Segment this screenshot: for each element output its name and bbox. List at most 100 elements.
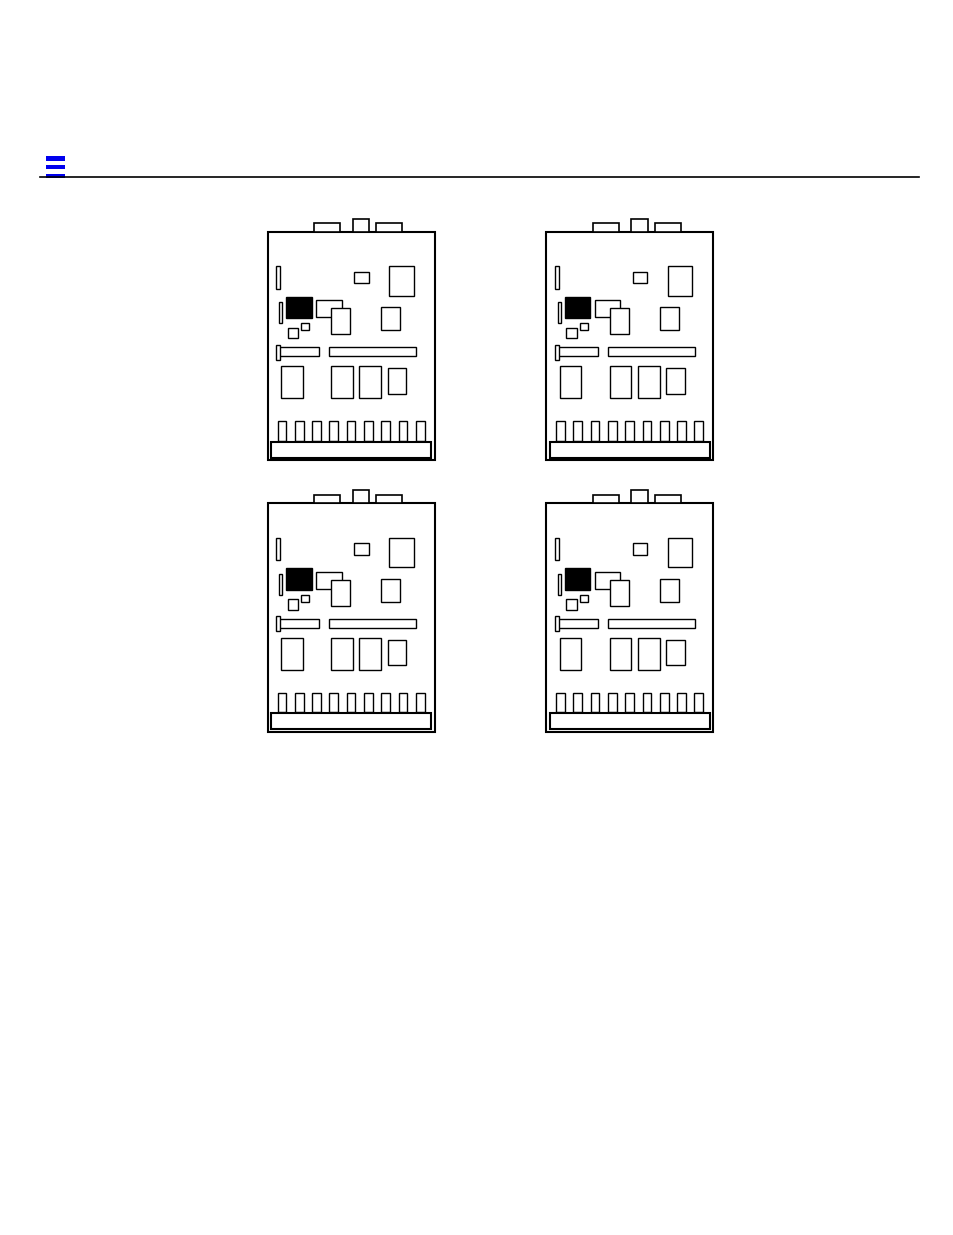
- Bar: [353, 219, 369, 232]
- Bar: [271, 442, 431, 458]
- Bar: [329, 619, 416, 627]
- Bar: [315, 572, 341, 589]
- Bar: [275, 266, 280, 289]
- Bar: [633, 272, 646, 283]
- Bar: [558, 574, 560, 595]
- Bar: [380, 579, 400, 601]
- Bar: [659, 579, 679, 601]
- Bar: [590, 421, 598, 441]
- Bar: [416, 693, 424, 713]
- Bar: [277, 693, 286, 713]
- Bar: [375, 222, 401, 232]
- Bar: [624, 421, 634, 441]
- Bar: [667, 537, 692, 567]
- Bar: [554, 345, 558, 359]
- Bar: [381, 421, 390, 441]
- Bar: [294, 421, 303, 441]
- Bar: [331, 367, 353, 399]
- Bar: [375, 494, 401, 504]
- Bar: [286, 296, 312, 319]
- Bar: [564, 568, 590, 590]
- Bar: [331, 579, 350, 606]
- Bar: [280, 367, 302, 399]
- Bar: [279, 303, 282, 324]
- Bar: [556, 693, 564, 713]
- Bar: [631, 490, 647, 504]
- Bar: [398, 421, 407, 441]
- Bar: [694, 693, 702, 713]
- Bar: [294, 693, 303, 713]
- Bar: [389, 266, 414, 295]
- Bar: [279, 574, 282, 595]
- Bar: [312, 421, 320, 441]
- Bar: [638, 638, 659, 671]
- Bar: [277, 421, 286, 441]
- Bar: [624, 693, 634, 713]
- Bar: [275, 616, 280, 631]
- Bar: [381, 693, 390, 713]
- Bar: [300, 595, 309, 601]
- Bar: [286, 568, 312, 590]
- Bar: [331, 308, 350, 335]
- Bar: [594, 572, 619, 589]
- Bar: [607, 347, 694, 356]
- Bar: [275, 345, 280, 359]
- Bar: [566, 599, 577, 610]
- Bar: [359, 367, 380, 399]
- Bar: [416, 421, 424, 441]
- Bar: [607, 421, 616, 441]
- Bar: [279, 619, 319, 627]
- Bar: [288, 327, 298, 338]
- Bar: [564, 296, 590, 319]
- Bar: [314, 222, 340, 232]
- Bar: [279, 347, 319, 356]
- Bar: [354, 543, 368, 555]
- Bar: [642, 693, 651, 713]
- Bar: [665, 368, 684, 394]
- Bar: [609, 638, 631, 671]
- Bar: [46, 164, 65, 169]
- Bar: [545, 504, 713, 731]
- Bar: [659, 421, 668, 441]
- Bar: [46, 157, 65, 161]
- Bar: [329, 421, 337, 441]
- Bar: [300, 324, 309, 330]
- Bar: [280, 638, 302, 671]
- Bar: [659, 308, 679, 330]
- Bar: [633, 543, 646, 555]
- Bar: [677, 421, 685, 441]
- Bar: [389, 537, 414, 567]
- Bar: [387, 640, 406, 666]
- Bar: [267, 504, 434, 731]
- Bar: [314, 494, 340, 504]
- Bar: [609, 579, 628, 606]
- Bar: [659, 693, 668, 713]
- Bar: [558, 367, 580, 399]
- Bar: [590, 693, 598, 713]
- Bar: [387, 368, 406, 394]
- Bar: [609, 308, 628, 335]
- Bar: [654, 222, 679, 232]
- Bar: [556, 421, 564, 441]
- Bar: [315, 300, 341, 317]
- Bar: [312, 693, 320, 713]
- Bar: [592, 494, 618, 504]
- Bar: [398, 693, 407, 713]
- Bar: [654, 494, 679, 504]
- Bar: [694, 421, 702, 441]
- Bar: [353, 490, 369, 504]
- Bar: [267, 232, 434, 461]
- Bar: [594, 300, 619, 317]
- Bar: [275, 537, 280, 561]
- Bar: [607, 693, 616, 713]
- Bar: [554, 266, 558, 289]
- Bar: [566, 327, 577, 338]
- Bar: [554, 616, 558, 631]
- Bar: [288, 599, 298, 610]
- Bar: [558, 347, 598, 356]
- Bar: [642, 421, 651, 441]
- Bar: [665, 640, 684, 666]
- Bar: [46, 173, 65, 178]
- Bar: [558, 638, 580, 671]
- Bar: [329, 347, 416, 356]
